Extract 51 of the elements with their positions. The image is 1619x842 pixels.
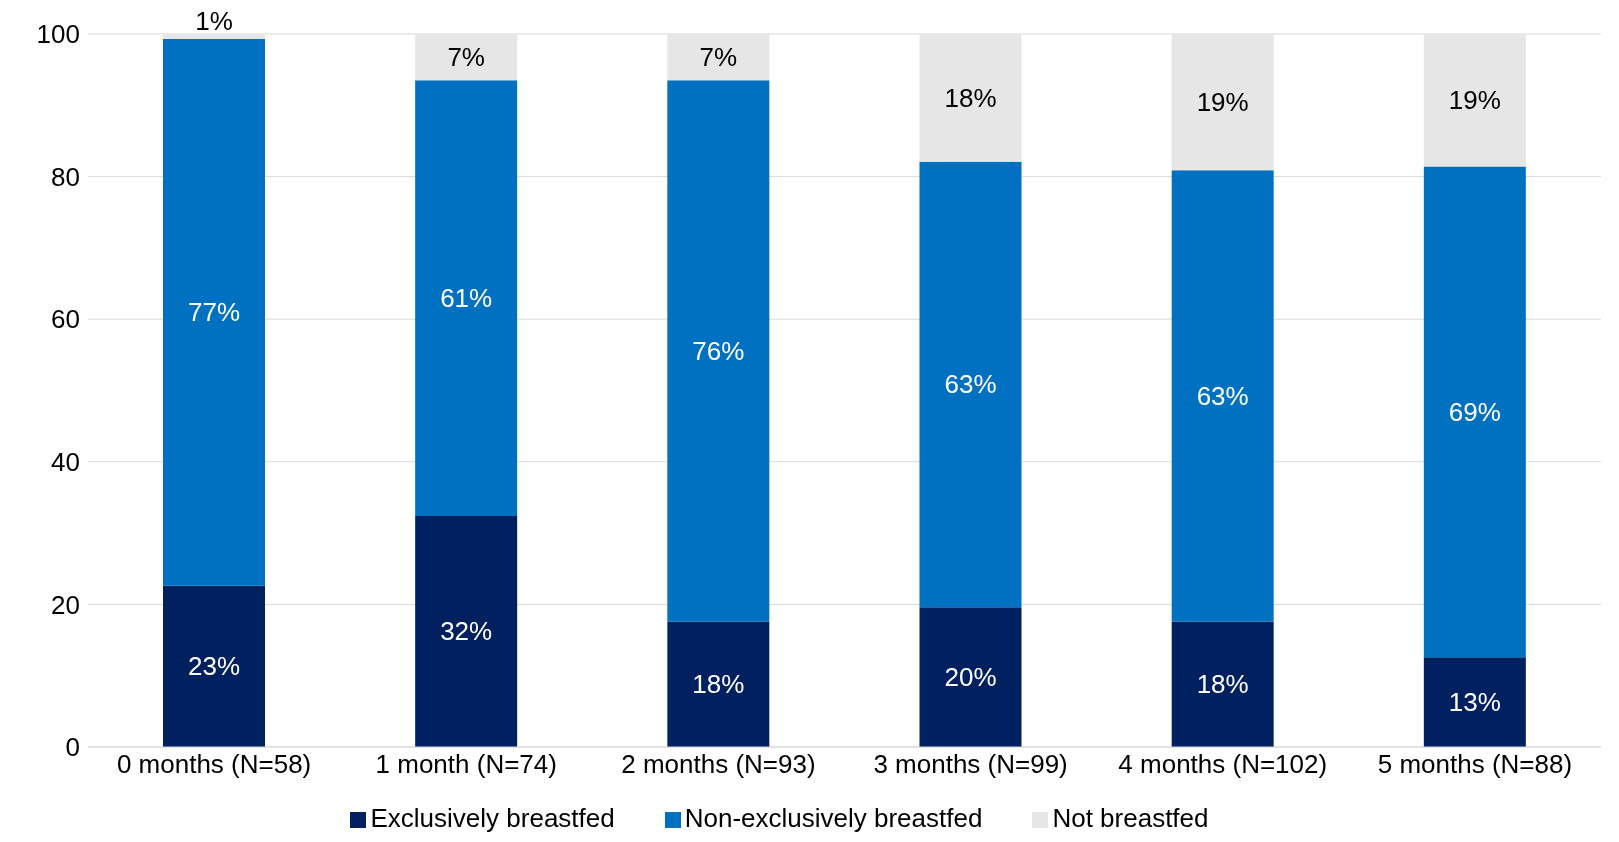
data-label: 1%	[195, 6, 233, 36]
data-label: 69%	[1448, 396, 1501, 427]
bar	[415, 34, 518, 81]
x-tick-label: 4 months (N=102)	[1118, 749, 1328, 780]
bar	[919, 161, 1022, 608]
data-label: 77%	[187, 297, 241, 328]
bar	[1171, 170, 1274, 622]
legend-label: Non-exclusively breastfed	[684, 803, 983, 833]
data-label: 19%	[1196, 87, 1249, 118]
data-label: 18%	[1196, 669, 1249, 700]
bar	[1171, 34, 1274, 171]
data-label: 76%	[692, 335, 745, 366]
x-tick-label: 2 months (N=93)	[621, 749, 816, 780]
data-label: 13%	[1448, 687, 1501, 718]
data-label: 18%	[692, 669, 745, 700]
legend-label: Not breastfed	[1052, 803, 1209, 833]
bar	[919, 34, 1022, 162]
data-label: 7%	[699, 42, 738, 73]
x-tick-label: 3 months (N=99)	[873, 749, 1068, 780]
bar	[163, 585, 265, 747]
x-tick-label: 0 months (N=58)	[116, 749, 312, 780]
y-tick-label: 20	[51, 589, 80, 620]
data-label: 63%	[1196, 380, 1249, 411]
bar	[1423, 34, 1526, 167]
bar	[163, 34, 265, 39]
bar	[1171, 621, 1274, 747]
y-tick-label: 60	[51, 304, 80, 335]
data-label: 18%	[944, 82, 997, 113]
y-tick-label: 0	[65, 732, 80, 763]
data-label: 32%	[440, 616, 493, 647]
bar	[1423, 166, 1526, 658]
y-tick-label: 40	[51, 447, 80, 478]
x-tick-label: 1 month (N=74)	[375, 749, 557, 780]
bar	[415, 515, 518, 747]
bar	[667, 34, 770, 81]
data-label: 63%	[944, 369, 997, 400]
y-tick-label: 100	[36, 19, 80, 50]
bar	[1423, 657, 1526, 747]
data-label: 7%	[447, 42, 485, 73]
data-label: 20%	[944, 662, 997, 693]
data-label: 61%	[440, 283, 493, 314]
legend-label: Exclusively breastfed	[370, 803, 615, 833]
bar	[919, 607, 1022, 747]
data-label: 23%	[187, 651, 241, 682]
bar	[415, 80, 518, 516]
y-tick-label: 80	[51, 161, 80, 192]
data-label: 19%	[1448, 85, 1501, 116]
bar	[667, 80, 770, 622]
x-tick-label: 5 months (N=88)	[1377, 749, 1573, 780]
bar	[667, 621, 770, 747]
bar	[163, 38, 265, 586]
